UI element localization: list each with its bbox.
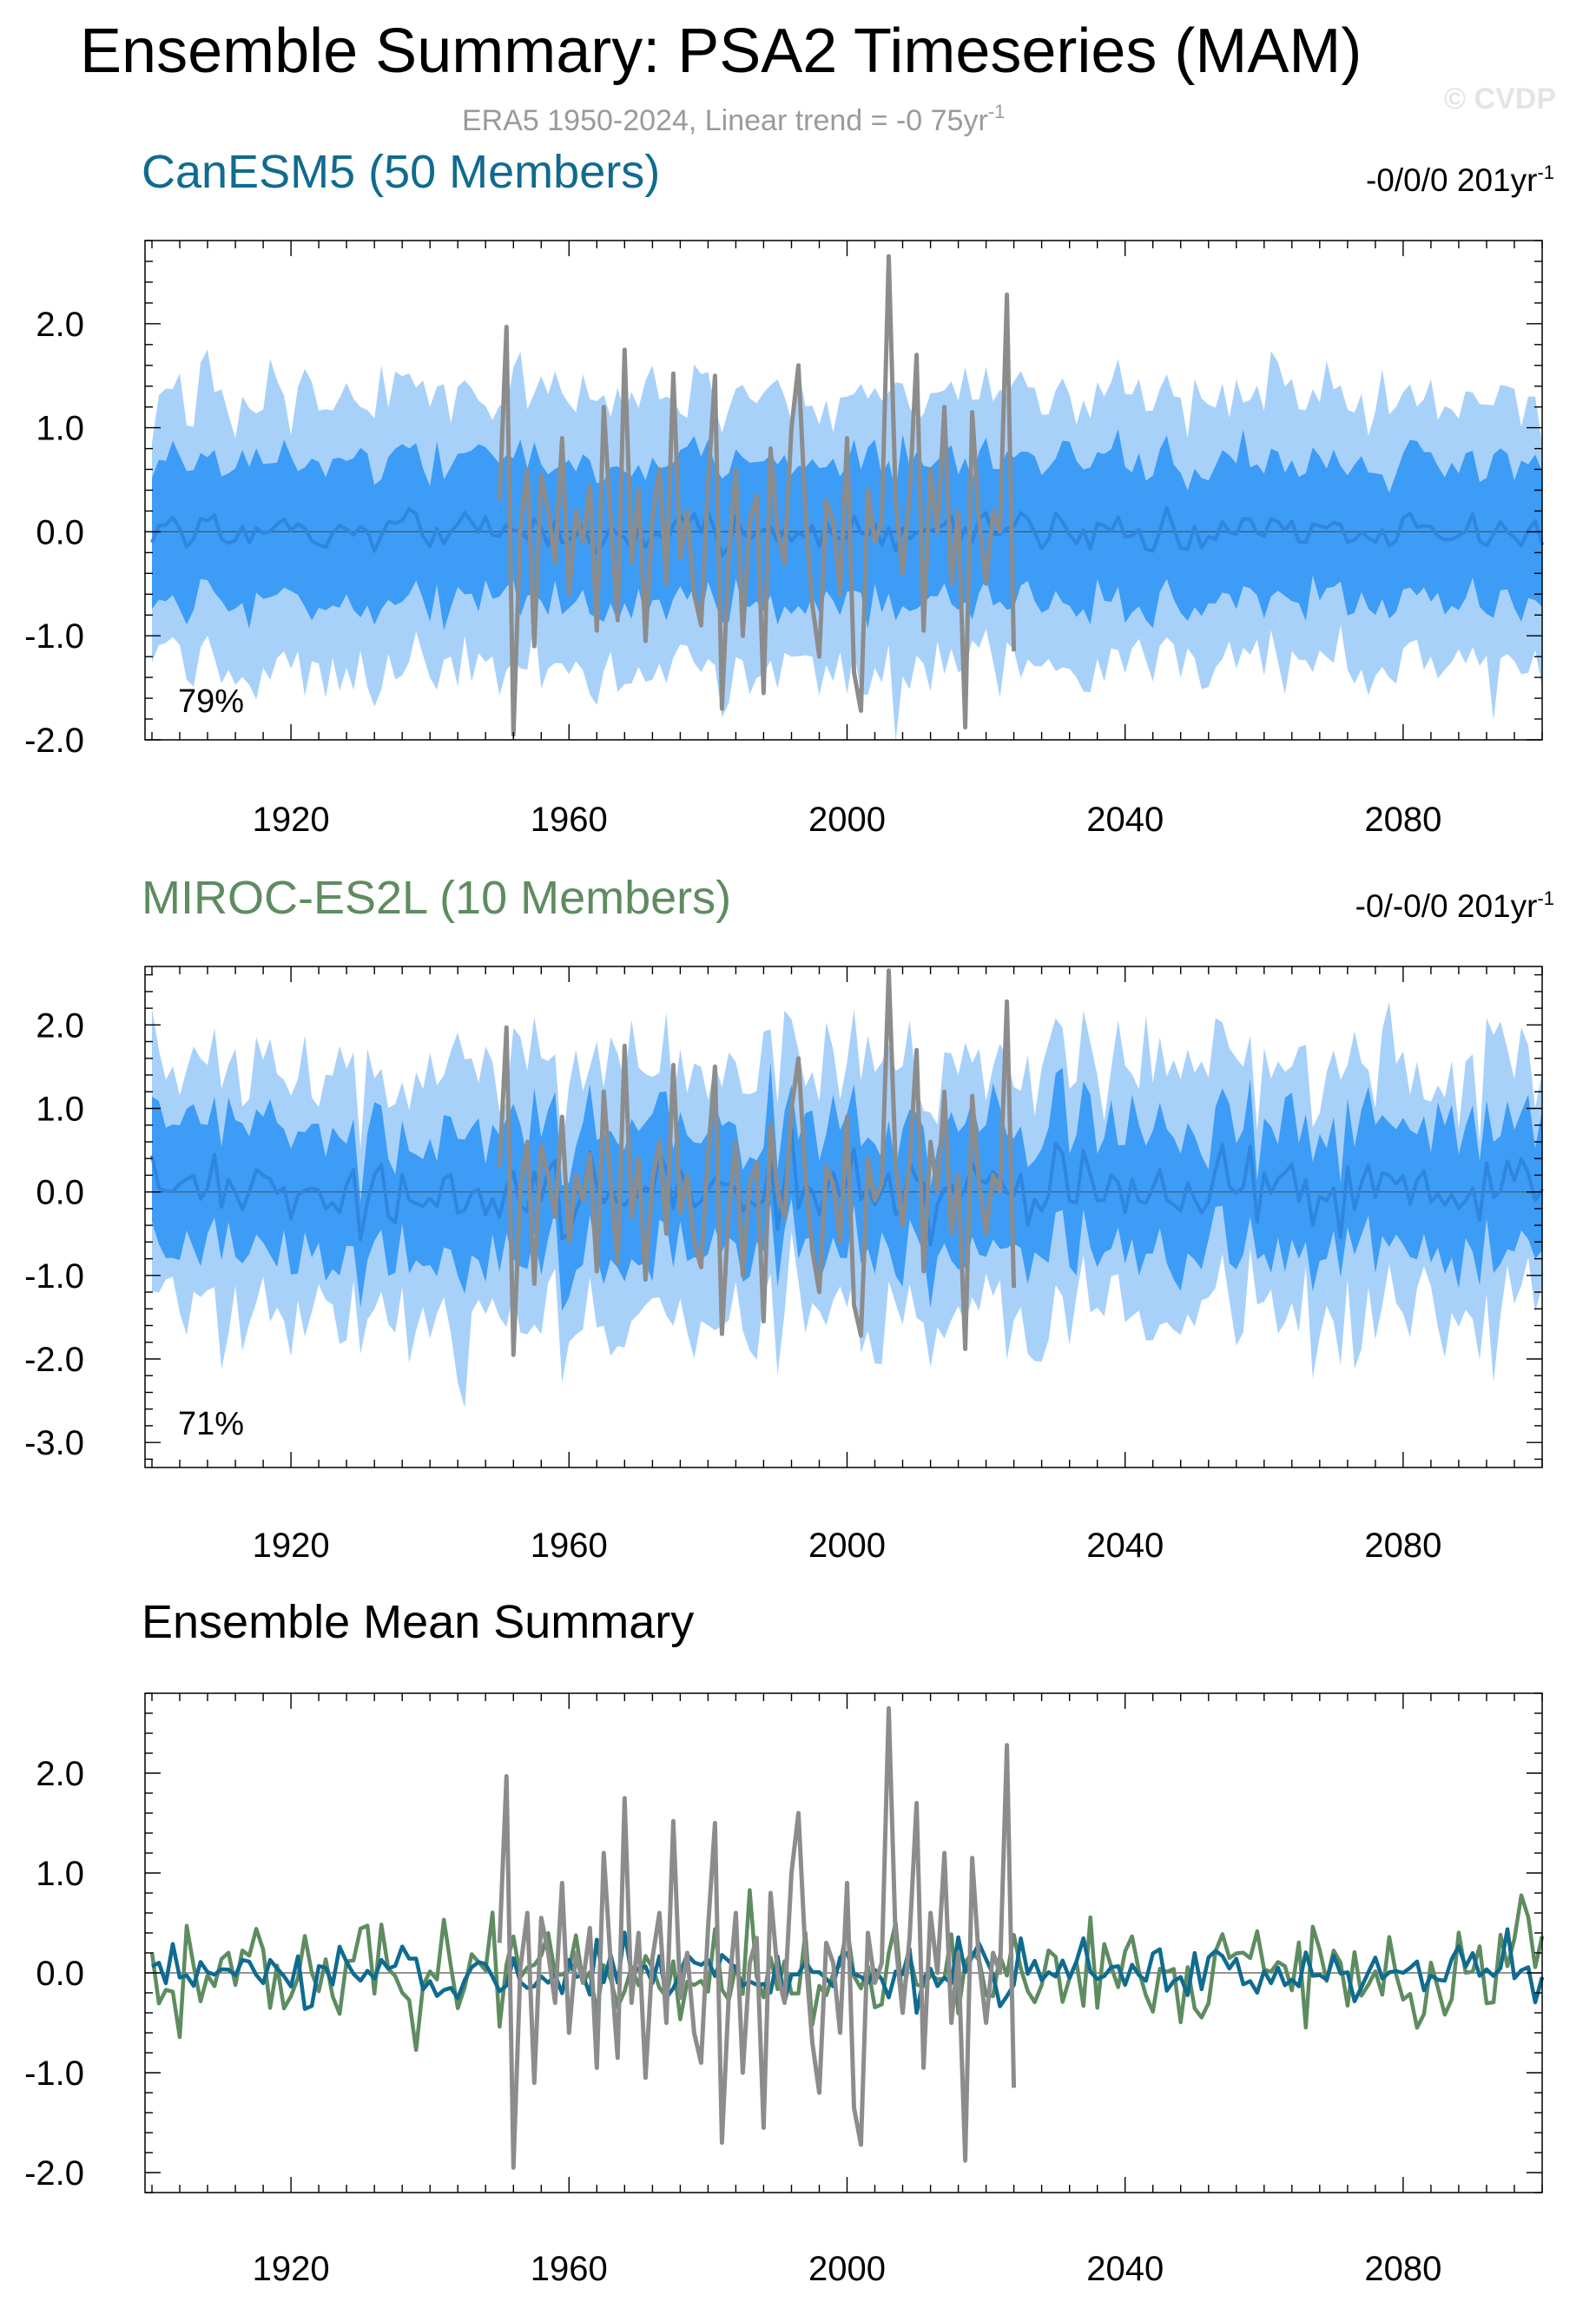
- y-tick-label: 2.0: [36, 306, 84, 344]
- x-tick-label: 2080: [1364, 801, 1441, 839]
- observations-line: [497, 254, 1017, 737]
- x-tick-label: 2000: [808, 1527, 886, 1565]
- percent-label: 71%: [178, 1406, 244, 1442]
- y-tick-label: 1.0: [36, 1091, 84, 1129]
- x-tick-label: 2080: [1364, 1527, 1441, 1565]
- y-tick-label: 2.0: [36, 1755, 84, 1793]
- y-tick-label: 2.0: [36, 1006, 84, 1045]
- ensemble-mean-panel: Ensemble Mean Summary 1920 1960 2000 2040 20…: [24, 1596, 1545, 2288]
- y-tick-label: -1.0: [24, 617, 84, 656]
- y-tick-label: 0.0: [36, 513, 84, 551]
- x-tick-label: 1920: [253, 1527, 330, 1565]
- canesm5-panel: CanESM5 (50 Members) -0/0/0 201yr-1 1920…: [24, 146, 1554, 839]
- miroc-panel: MIROC-ES2L (10 Members) -0/-0/0 201yr-1 …: [24, 872, 1554, 1565]
- inner-spread-band: [152, 1062, 1542, 1311]
- plot-frame: [144, 966, 1543, 1468]
- y-tick-label: 1.0: [36, 1855, 84, 1893]
- y-tick-label: -1.0: [24, 2054, 84, 2093]
- x-tick-label: 1960: [531, 2250, 608, 2288]
- percent-label: 79%: [178, 683, 244, 720]
- x-tick-label: 2040: [1086, 1527, 1164, 1565]
- x-axis: 1920 1960 2000 2040 2080: [151, 241, 1543, 839]
- watermark: © CVDP: [1444, 82, 1556, 115]
- figure-title: Ensemble Summary: PSA2 Timeseries (MAM): [80, 16, 1362, 86]
- x-tick-label: 2080: [1364, 2250, 1441, 2288]
- x-tick-label: 2040: [1086, 2250, 1164, 2288]
- trend-label: -0/0/0 201yr-1: [1366, 162, 1554, 198]
- x-tick-label: 1920: [253, 2250, 330, 2288]
- observations-line: [497, 1705, 1017, 2170]
- x-axis: 1920 1960 2000 2040 2080: [151, 1693, 1543, 2288]
- y-tick-label: -2.0: [24, 722, 84, 760]
- panel-title: MIROC-ES2L (10 Members): [142, 872, 731, 924]
- y-axis: 2.0 1.0 0.0 -1.0 -2.0: [24, 1692, 1542, 2193]
- ensemble-mean-line: [150, 506, 1544, 557]
- x-axis: 1920 1960 2000 2040 2080: [151, 966, 1543, 1565]
- x-tick-label: 1960: [531, 801, 608, 839]
- plot-area: [145, 254, 1544, 742]
- x-tick-label: 1960: [531, 1527, 608, 1565]
- y-tick-label: -2.0: [24, 1341, 84, 1379]
- y-axis: 2.0 1.0 0.0 -1.0 -2.0: [24, 240, 1542, 760]
- observations-line: [497, 968, 1017, 1357]
- x-tick-label: 2000: [808, 801, 886, 839]
- y-tick-label: 1.0: [36, 410, 84, 448]
- plot-frame: [144, 1692, 1543, 2193]
- panel-title: CanESM5 (50 Members): [142, 146, 660, 198]
- y-tick-label: -3.0: [24, 1424, 84, 1462]
- panel-title: Ensemble Mean Summary: [142, 1596, 694, 1648]
- y-tick-label: 0.0: [36, 1174, 84, 1212]
- x-tick-label: 1920: [253, 801, 330, 839]
- plot-area: [145, 968, 1544, 1408]
- ensemble-mean-line: [150, 1127, 1544, 1247]
- x-tick-label: 2040: [1086, 801, 1164, 839]
- y-tick-label: -1.0: [24, 1257, 84, 1296]
- figure-subtitle: ERA5 1950-2024, Linear trend = -0 75yr-1: [462, 101, 1005, 137]
- y-tick-label: 0.0: [36, 1955, 84, 1993]
- plot-area: [145, 1705, 1545, 2170]
- x-tick-label: 2000: [808, 2250, 886, 2288]
- y-axis: 2.0 1.0 0.0 -1.0 -2.0 -3.0: [24, 973, 1542, 1462]
- trend-label: -0/-0/0 201yr-1: [1355, 887, 1554, 924]
- y-tick-label: -2.0: [24, 2154, 84, 2193]
